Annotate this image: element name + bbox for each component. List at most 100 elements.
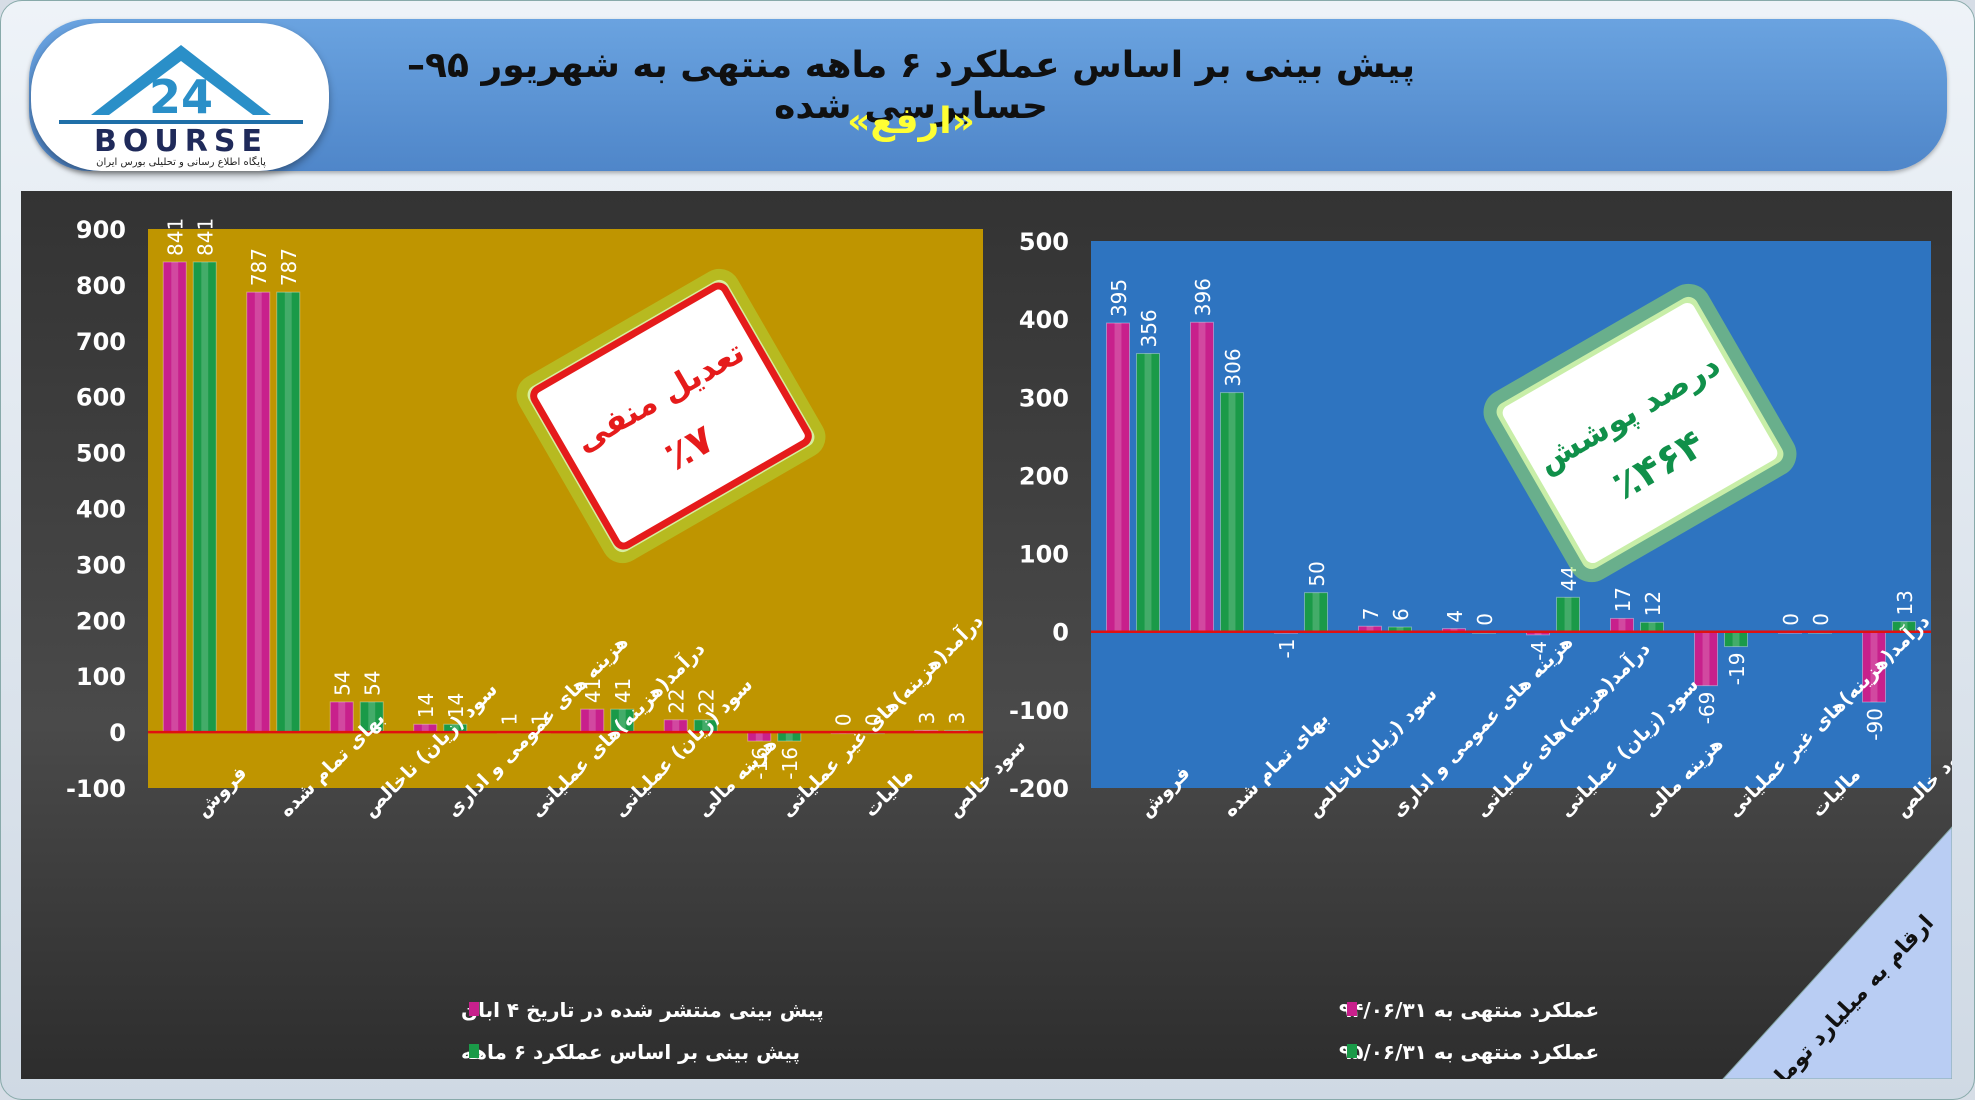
left-chart-bar-highlight bbox=[171, 261, 179, 733]
left-chart-bar-highlight bbox=[254, 292, 262, 733]
left-chart-data-label: 14 bbox=[414, 693, 438, 718]
right-chart-data-label: 395 bbox=[1107, 279, 1131, 317]
left-chart-legend-label-2: پیش بینی بر اساس عملکرد ۶ ماهه bbox=[461, 1040, 800, 1065]
right-chart-data-label: 6 bbox=[1389, 608, 1413, 621]
charts-panel: 900 800 700 600 500 400 300 200 100 0 -100 841 787 54… bbox=[21, 191, 1974, 1099]
right-chart-ytick-label: 100 bbox=[1019, 541, 1069, 569]
chart-left: 9008007006005004003002001000-10084178754… bbox=[66, 216, 1030, 1065]
right-chart-ytick-label: -200 bbox=[1009, 775, 1069, 803]
right-chart-data-label: 12 bbox=[1641, 591, 1665, 616]
logo-number: 24 bbox=[149, 70, 213, 124]
right-chart-bar-highlight bbox=[1702, 631, 1710, 686]
left-chart-bar-highlight bbox=[368, 701, 376, 733]
right-chart-bar-highlight bbox=[1198, 322, 1206, 632]
page-title: پیش بینی بر اساس عملکرد ۶ ماهه منتهی به … bbox=[407, 45, 1415, 127]
left-chart-bar-highlight bbox=[284, 292, 292, 733]
left-chart-data-label: 0 bbox=[862, 713, 886, 726]
right-chart-data-label: 396 bbox=[1191, 278, 1215, 316]
right-chart-data-label: -1 bbox=[1275, 638, 1299, 658]
left-chart-ytick-label: -100 bbox=[66, 775, 126, 803]
left-chart-bar-highlight bbox=[618, 709, 626, 733]
right-chart-bar-highlight bbox=[1900, 621, 1908, 632]
right-chart-bar-highlight bbox=[1648, 622, 1656, 632]
right-chart-ytick-label: 0 bbox=[1052, 619, 1069, 647]
left-chart-bar-highlight bbox=[588, 709, 596, 733]
left-chart-data-label: 787 bbox=[277, 248, 301, 286]
right-chart-data-label: 13 bbox=[1893, 590, 1917, 615]
left-chart-data-label: 1 bbox=[528, 713, 552, 726]
left-chart-bar-highlight bbox=[421, 724, 429, 733]
right-chart-data-label: 306 bbox=[1221, 348, 1245, 386]
logo-graphic: 24 BOURSE پایگاه اطلاع رسانی و تحلیلی بو… bbox=[59, 45, 303, 168]
corner-note-banner bbox=[1721, 825, 1953, 1080]
right-chart-data-label: 17 bbox=[1611, 587, 1635, 612]
right-chart-legend-label-1: عملکرد منتهی به ۹۴/۰۶/۳۱ bbox=[1339, 998, 1599, 1022]
right-chart-data-label: -19 bbox=[1725, 653, 1749, 686]
left-chart-bar-highlight bbox=[702, 719, 710, 733]
left-chart-data-label: 22 bbox=[695, 688, 719, 713]
right-chart-data-label: 0 bbox=[1473, 613, 1497, 626]
left-chart-bar-highlight bbox=[201, 261, 209, 733]
left-chart-data-label: 54 bbox=[361, 670, 385, 695]
left-chart-data-label: 41 bbox=[581, 678, 605, 703]
right-chart-ytick-label: 500 bbox=[1019, 228, 1069, 256]
badge-coverage: درصد پوشش ٪۴۶۴ bbox=[1483, 283, 1797, 583]
right-chart-legend-label-2: عملکرد منتهی به ۹۵/۰۶/۳۱ bbox=[1339, 1040, 1599, 1064]
right-chart-data-label: -69 bbox=[1695, 692, 1719, 725]
left-chart-data-label: 41 bbox=[611, 678, 635, 703]
right-chart-bar-highlight bbox=[1228, 392, 1236, 632]
right-chart-bar-highlight bbox=[1114, 323, 1122, 632]
right-chart-bar-highlight bbox=[1144, 353, 1152, 632]
left-chart-bar-highlight bbox=[338, 701, 346, 733]
left-chart-ytick-label: 0 bbox=[109, 719, 126, 747]
left-chart-data-label: 841 bbox=[194, 218, 218, 256]
left-chart-legend-label-1: پیش بینی منتشر شده در تاریخ ۴ ابان bbox=[461, 998, 824, 1023]
left-chart-legend-swatch-1 bbox=[469, 1002, 479, 1016]
left-chart-bar-highlight bbox=[785, 732, 793, 742]
left-chart-data-label: 3 bbox=[915, 712, 939, 725]
left-chart-data-label: 1 bbox=[498, 713, 522, 726]
left-chart-ytick-label: 800 bbox=[76, 272, 126, 300]
right-chart-ytick-label: -100 bbox=[1009, 697, 1069, 725]
right-chart-bar-highlight bbox=[1618, 618, 1626, 632]
right-chart-bar-highlight bbox=[1396, 627, 1404, 632]
right-chart-legend-swatch-2 bbox=[1347, 1044, 1357, 1058]
right-chart-bar-highlight bbox=[1450, 628, 1458, 632]
left-chart-data-label: 841 bbox=[164, 218, 188, 256]
left-chart-bar-highlight bbox=[755, 732, 763, 742]
right-chart-data-label: 0 bbox=[1809, 613, 1833, 626]
left-chart-bar-highlight bbox=[672, 719, 680, 733]
bourse24-logo: 24 BOURSE پایگاه اطلاع رسانی و تحلیلی بو… bbox=[31, 23, 329, 171]
left-chart-data-label: -16 bbox=[748, 747, 772, 780]
right-chart-legend-swatch-1 bbox=[1347, 1002, 1357, 1016]
right-chart-ytick-label: 200 bbox=[1019, 462, 1069, 490]
right-chart-data-label: 356 bbox=[1137, 309, 1161, 347]
left-chart-data-label: 54 bbox=[331, 670, 355, 695]
left-chart-ytick-label: 400 bbox=[76, 496, 126, 524]
right-chart-data-label: -90 bbox=[1863, 708, 1887, 741]
left-chart-ytick-label: 500 bbox=[76, 440, 126, 468]
left-chart-data-label: -16 bbox=[778, 747, 802, 780]
right-chart-bar-highlight bbox=[1534, 631, 1542, 635]
left-chart-legend-swatch-2 bbox=[469, 1044, 479, 1058]
logo-tagline: پایگاه اطلاع رسانی و تحلیلی بورس ایران bbox=[96, 156, 266, 168]
right-chart-ytick-label: 400 bbox=[1019, 306, 1069, 334]
page-subtitle: «ارفع» bbox=[847, 101, 975, 142]
right-chart-ytick-label: 300 bbox=[1019, 384, 1069, 412]
left-chart-data-label: 22 bbox=[665, 688, 689, 713]
right-chart-data-label: -4 bbox=[1527, 641, 1551, 661]
header-bar bbox=[29, 19, 1947, 171]
right-chart-data-label: 7 bbox=[1359, 608, 1383, 621]
left-chart-ytick-label: 700 bbox=[76, 328, 126, 356]
left-chart-ytick-label: 900 bbox=[76, 216, 126, 244]
left-chart-data-label: 3 bbox=[945, 712, 969, 725]
right-chart-bar-highlight bbox=[1870, 631, 1878, 703]
right-chart-bar-highlight bbox=[1312, 592, 1320, 632]
left-chart-data-label: 787 bbox=[247, 248, 271, 286]
charts-svg: 9008007006005004003002001000-10084178754… bbox=[66, 216, 1974, 1099]
left-chart-data-label: 14 bbox=[444, 693, 468, 718]
right-chart-data-label: 0 bbox=[1779, 613, 1803, 626]
right-chart-bar-highlight bbox=[1366, 626, 1374, 632]
